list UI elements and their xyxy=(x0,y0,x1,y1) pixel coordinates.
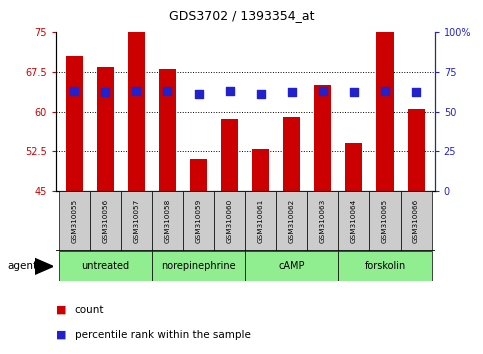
Bar xyxy=(400,191,432,251)
Bar xyxy=(314,85,331,191)
Text: ■: ■ xyxy=(56,305,66,315)
Text: GSM310057: GSM310057 xyxy=(133,199,140,244)
Text: GSM310061: GSM310061 xyxy=(257,199,264,244)
Point xyxy=(195,91,202,97)
Text: cAMP: cAMP xyxy=(279,261,305,272)
Point xyxy=(288,90,296,95)
Text: forskolin: forskolin xyxy=(364,261,406,272)
Text: percentile rank within the sample: percentile rank within the sample xyxy=(75,330,251,339)
Bar xyxy=(214,191,245,251)
Bar xyxy=(152,251,245,281)
Text: GSM310055: GSM310055 xyxy=(71,199,77,244)
Bar xyxy=(97,67,114,191)
Text: GSM310065: GSM310065 xyxy=(382,199,388,244)
Bar xyxy=(190,159,207,191)
Bar xyxy=(245,251,339,281)
Bar xyxy=(183,191,214,251)
Point xyxy=(132,88,140,93)
Bar xyxy=(252,149,269,191)
Point xyxy=(226,88,233,93)
Point xyxy=(350,90,358,95)
Bar xyxy=(245,191,276,251)
Point xyxy=(71,88,78,93)
Text: count: count xyxy=(75,305,104,315)
Bar xyxy=(152,191,183,251)
Text: ■: ■ xyxy=(56,330,66,339)
Bar xyxy=(307,191,339,251)
Text: GSM310062: GSM310062 xyxy=(289,199,295,244)
Text: GSM310063: GSM310063 xyxy=(320,199,326,244)
Bar xyxy=(276,191,307,251)
Bar xyxy=(339,191,369,251)
Text: norepinephrine: norepinephrine xyxy=(161,261,236,272)
Text: GDS3702 / 1393354_at: GDS3702 / 1393354_at xyxy=(169,9,314,22)
Bar xyxy=(58,251,152,281)
Bar xyxy=(128,32,145,191)
Point xyxy=(412,90,420,95)
Bar xyxy=(221,120,238,191)
Bar xyxy=(159,69,176,191)
Text: GSM310064: GSM310064 xyxy=(351,199,357,244)
Text: agent: agent xyxy=(7,261,37,272)
Text: GSM310058: GSM310058 xyxy=(164,199,170,244)
Bar xyxy=(345,143,362,191)
Text: GSM310066: GSM310066 xyxy=(413,199,419,244)
Bar xyxy=(66,56,83,191)
Bar xyxy=(58,191,90,251)
Bar xyxy=(408,109,425,191)
Text: untreated: untreated xyxy=(81,261,129,272)
Point xyxy=(381,88,389,93)
Text: GSM310059: GSM310059 xyxy=(196,199,201,244)
Text: GSM310056: GSM310056 xyxy=(102,199,108,244)
Bar xyxy=(376,32,394,191)
Text: GSM310060: GSM310060 xyxy=(227,199,233,244)
Polygon shape xyxy=(35,258,53,274)
Bar xyxy=(369,191,400,251)
Bar xyxy=(121,191,152,251)
Point xyxy=(257,91,265,97)
Bar xyxy=(90,191,121,251)
Point xyxy=(319,88,327,93)
Bar xyxy=(339,251,432,281)
Bar xyxy=(283,117,300,191)
Point xyxy=(101,90,109,95)
Point xyxy=(164,88,171,93)
